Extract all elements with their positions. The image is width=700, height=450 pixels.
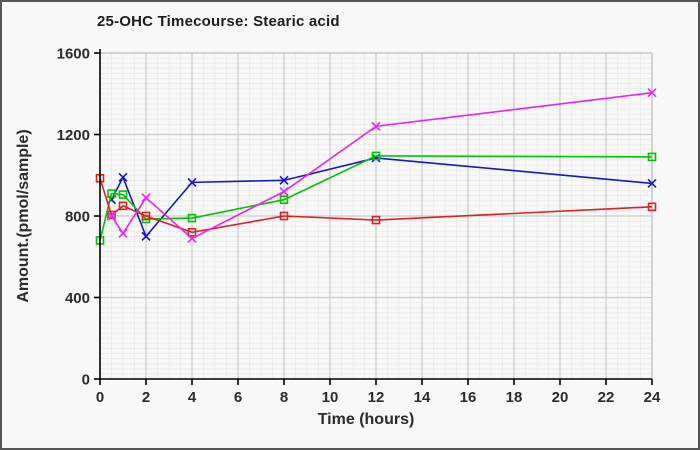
chart-title: 25-OHC Timecourse: Stearic acid: [97, 13, 340, 30]
y-tick-label: 1200: [57, 127, 90, 144]
series-green-marker: [118, 190, 128, 199]
series-red-marker: [107, 210, 116, 220]
x-tick-label: 10: [322, 389, 339, 406]
series-green-marker: [647, 152, 657, 162]
series-blue-marker: [141, 231, 151, 241]
x-tick-label: 20: [552, 389, 569, 406]
x-tick-label: 8: [280, 389, 288, 406]
series-red-marker: [187, 228, 197, 237]
x-tick-label: 6: [234, 389, 242, 406]
series-magenta-marker: [371, 121, 381, 131]
series-magenta-marker: [118, 228, 128, 238]
series-magenta-marker: [647, 88, 657, 98]
series-magenta-marker: [141, 193, 151, 203]
y-tick-label: 0: [82, 372, 90, 389]
series-blue-marker: [187, 177, 197, 187]
series-blue-marker: [647, 178, 657, 188]
y-tick-label: 1600: [57, 46, 90, 63]
series-red-marker: [118, 201, 128, 211]
series-green-marker: [279, 195, 289, 204]
series-red-marker: [279, 211, 289, 221]
series-blue-marker: [118, 172, 128, 182]
x-tick-label: 12: [368, 389, 385, 406]
y-tick-label: 800: [65, 209, 90, 226]
x-tick-label: 4: [188, 389, 197, 406]
y-axis-title: Amount.(pmol/sample): [15, 129, 32, 302]
y-tick-label: 400: [65, 290, 90, 307]
x-axis-title: Time (hours): [318, 411, 415, 428]
x-tick-label: 18: [506, 389, 523, 406]
series-magenta-marker: [106, 211, 117, 221]
series-green-marker: [107, 189, 116, 198]
series-magenta-marker: [279, 186, 289, 197]
x-tick-label: 14: [414, 389, 431, 406]
series-red-marker: [141, 211, 151, 221]
x-tick-label: 16: [460, 389, 477, 406]
series-red-marker: [371, 215, 381, 225]
x-tick-label: 2: [142, 389, 150, 406]
series-red-marker: [647, 202, 657, 212]
x-tick-label: 0: [96, 389, 104, 406]
x-tick-label: 22: [598, 389, 615, 406]
series-magenta-marker: [187, 233, 197, 243]
series-green-marker: [187, 213, 197, 223]
series-blue-marker: [279, 175, 289, 185]
x-tick-label: 24: [644, 389, 661, 406]
series-green-marker: [371, 151, 381, 161]
